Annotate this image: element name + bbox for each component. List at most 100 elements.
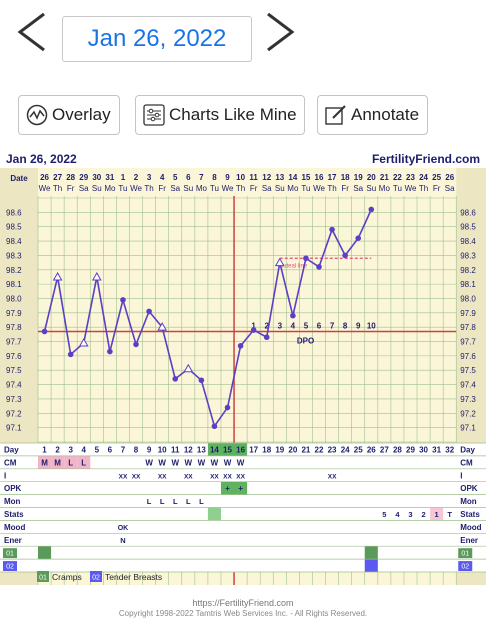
weekday-label: Fr bbox=[67, 184, 75, 193]
stats-value: 4 bbox=[395, 510, 400, 519]
open-temp-point bbox=[183, 363, 194, 373]
dpo-label: 1 bbox=[251, 321, 256, 330]
row-label: CM bbox=[4, 458, 17, 467]
cycle-day-label: 26 bbox=[367, 446, 376, 455]
charts-like-mine-button[interactable]: Charts Like Mine bbox=[135, 95, 305, 135]
cycle-day-label: 19 bbox=[275, 446, 284, 455]
date-label: 29 bbox=[79, 173, 88, 182]
date-label: 27 bbox=[53, 173, 62, 182]
weekday-label: Sa bbox=[262, 184, 272, 193]
temp-point bbox=[211, 423, 218, 430]
chart-date: Jan 26, 2022 bbox=[6, 152, 77, 166]
legend-chip-01 bbox=[37, 571, 49, 582]
temp-point bbox=[368, 206, 375, 213]
cm-value: W bbox=[145, 458, 153, 467]
date-label: 26 bbox=[445, 173, 454, 182]
y-tick-right: 98.4 bbox=[460, 237, 476, 246]
overlay-label: Overlay bbox=[52, 105, 111, 124]
date-label: 4 bbox=[160, 173, 165, 182]
cm-sticky-cell bbox=[64, 455, 78, 469]
cycle-day-label: 14 bbox=[210, 446, 219, 455]
cm-value: L bbox=[68, 458, 73, 467]
row-label: Mon bbox=[460, 497, 477, 506]
cycle-day-label: 8 bbox=[134, 446, 139, 455]
y-tick-left: 98.3 bbox=[6, 251, 22, 260]
luteal-line-label: luteal line bbox=[282, 263, 308, 269]
symptom-code-chip bbox=[458, 561, 473, 571]
symptom-01-cell bbox=[38, 546, 52, 560]
weekday-label: Su bbox=[366, 184, 376, 193]
cycle-day-label: 28 bbox=[393, 446, 402, 455]
temp-point bbox=[133, 341, 139, 348]
cycle-day-label: 30 bbox=[419, 446, 428, 455]
opk-result: + bbox=[225, 484, 230, 493]
temp-point bbox=[224, 404, 231, 411]
legend-name-01: Cramps bbox=[52, 572, 82, 582]
temp-point bbox=[342, 252, 348, 259]
weekday-label: Mo bbox=[287, 184, 299, 193]
annotate-button[interactable]: Annotate bbox=[317, 95, 428, 135]
site-name: FertilityFriend.com bbox=[371, 152, 480, 166]
cycle-day-label: 15 bbox=[223, 446, 232, 455]
weekday-label: Th bbox=[144, 184, 153, 193]
temp-point bbox=[355, 235, 362, 241]
previous-day-icon[interactable] bbox=[14, 8, 50, 56]
weekday-label: Tu bbox=[301, 184, 310, 193]
opk-result: + bbox=[238, 484, 243, 493]
date-label: 15 bbox=[301, 173, 310, 182]
opk-positive-cells bbox=[220, 481, 248, 495]
weekday-label: Su bbox=[275, 184, 285, 193]
date-label: 20 bbox=[367, 173, 376, 182]
weekday-label: We bbox=[130, 184, 142, 193]
coverline-label: DPO bbox=[297, 336, 314, 345]
temp-point bbox=[250, 327, 257, 333]
legend-code-02: 02 bbox=[92, 575, 100, 582]
cm-value: W bbox=[185, 458, 193, 467]
cycle-day-label: 23 bbox=[328, 446, 337, 455]
stats-value: 2 bbox=[421, 510, 425, 519]
symptom-01-cell bbox=[364, 546, 378, 560]
temp-point bbox=[120, 297, 126, 303]
y-tick-right: 97.9 bbox=[460, 309, 476, 318]
overlay-icon bbox=[26, 104, 48, 126]
row-label: Stats bbox=[460, 510, 480, 519]
symptom-code-chip bbox=[3, 548, 17, 559]
intercourse-mark: XX bbox=[158, 473, 167, 480]
temp-point bbox=[290, 312, 296, 319]
date-label: 16 bbox=[315, 173, 324, 182]
overlay-button[interactable]: Overlay bbox=[18, 95, 120, 135]
temp-point bbox=[146, 308, 152, 315]
weekday-label: We bbox=[405, 184, 417, 193]
cm-sticky-cell bbox=[77, 455, 91, 469]
weekday-label: Th bbox=[236, 184, 245, 193]
y-tick-right: 98.3 bbox=[460, 251, 476, 260]
cycle-day-label: 4 bbox=[82, 446, 87, 455]
y-tick-left: 97.6 bbox=[6, 352, 22, 361]
weekday-label: Tu bbox=[393, 184, 402, 193]
temp-point bbox=[303, 255, 309, 262]
cm-sticky-cell bbox=[51, 455, 65, 469]
cycle-day-label: 27 bbox=[380, 446, 389, 455]
temp-point bbox=[107, 348, 113, 355]
row-label: OPK bbox=[460, 484, 478, 493]
cycle-day-label: 16 bbox=[236, 446, 245, 455]
monitor-reading: L bbox=[160, 497, 165, 506]
row-label: Day bbox=[4, 446, 19, 455]
stats-value: 5 bbox=[382, 510, 386, 519]
y-tick-left: 97.7 bbox=[6, 338, 22, 347]
date-label: 3 bbox=[147, 173, 152, 182]
date-picker-button[interactable]: Jan 26, 2022 bbox=[62, 16, 252, 62]
weekday-label: Mo bbox=[196, 184, 208, 193]
weekday-label: Mo bbox=[104, 184, 116, 193]
legend-code-01: 01 bbox=[39, 575, 47, 582]
y-tick-right: 97.7 bbox=[460, 338, 476, 347]
monitor-reading: L bbox=[186, 497, 191, 506]
dpo-label: 2 bbox=[264, 321, 269, 330]
row-label: I bbox=[460, 471, 462, 480]
stats-value: T bbox=[447, 510, 452, 519]
y-tick-right: 97.4 bbox=[460, 381, 476, 390]
open-temp-point bbox=[78, 337, 89, 347]
next-day-icon[interactable] bbox=[262, 8, 298, 56]
bbt-chart[interactable]: Date 26 27 28 29 30 31 1 2 3 4 5 6 7 8 9 10 11 12 13 14 15 16 1… bbox=[0, 168, 486, 593]
footer-copyright: Copyright 1998-2022 Tamtris Web Services… bbox=[118, 609, 368, 618]
